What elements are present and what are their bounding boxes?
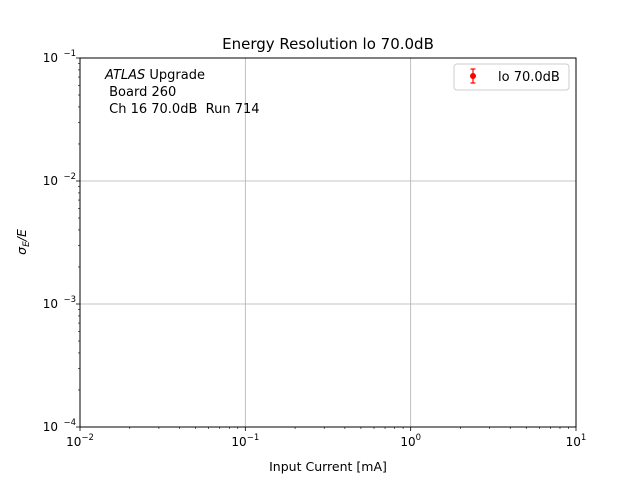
y-tick-label: 10 −1	[43, 49, 76, 65]
x-axis-label: Input Current [mA]	[269, 459, 387, 474]
x-tick-label: 10−2	[66, 433, 94, 449]
y-axis-label: σE/E	[14, 229, 32, 255]
annotation-line-1: ATLAS Upgrade	[104, 68, 205, 83]
x-tick-label: 100	[400, 433, 421, 449]
major-ticks	[76, 57, 577, 431]
legend-marker	[470, 68, 476, 84]
legend-label: lo 70.0dB	[498, 70, 560, 85]
legend-box	[453, 63, 570, 91]
legend: lo 70.0dB	[453, 63, 570, 91]
x-tick-label: 10−1	[231, 433, 259, 449]
y-tick-label: 10 −3	[43, 295, 76, 311]
chart-title: Energy Resolution lo 70.0dB	[222, 35, 434, 53]
annotation-line-2: Board 260	[105, 85, 176, 100]
legend-dot	[470, 73, 476, 79]
annotation-line-3: Ch 16 70.0dB Run 714	[105, 102, 260, 117]
y-tick-label: 10 −4	[43, 418, 76, 434]
y-tick-label: 10 −2	[43, 172, 76, 188]
x-tick-labels: 10−2 10−1 100 101	[66, 433, 586, 449]
grid	[80, 58, 576, 427]
plot-area-frame	[79, 57, 577, 428]
y-tick-labels: 10−4 10−3 10−2 10−1	[43, 49, 76, 434]
atlas-annotation: ATLAS Upgrade Board 260 Ch 16 70.0dB Run…	[104, 68, 260, 117]
x-tick-label: 101	[566, 433, 587, 449]
